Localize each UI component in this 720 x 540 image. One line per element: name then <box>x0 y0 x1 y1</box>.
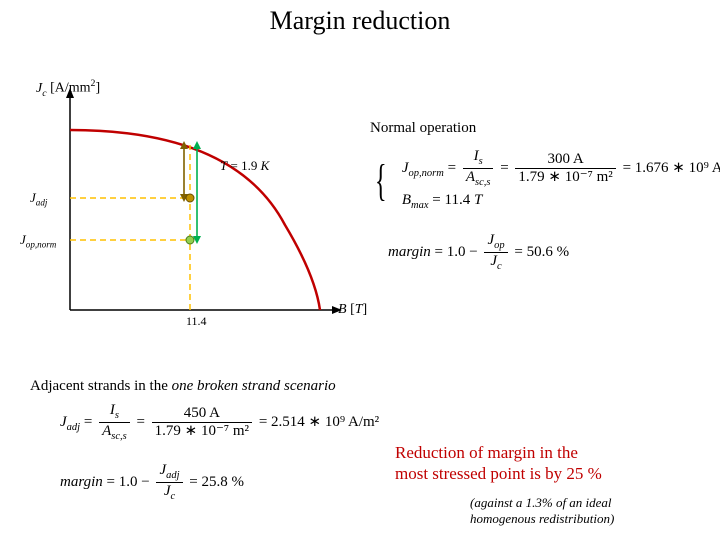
adjacent-strands-heading: Adjacent strands in the one broken stran… <box>30 378 336 395</box>
y-tick-jadj: Jadj <box>30 190 47 208</box>
jadj-numerator: 450 A <box>152 405 252 423</box>
eq-margin-adj: margin = 1.0 − Jadj Jc = 25.8 % <box>60 462 244 503</box>
marker-jop <box>186 236 194 244</box>
chart-svg <box>30 80 350 320</box>
temperature-label: T = 1.9 K <box>220 158 269 174</box>
margin-normal-result: = 50.6 % <box>514 244 569 260</box>
x-axis-label: B [T] <box>338 302 367 318</box>
note-line1: (against a 1.3% of an ideal <box>470 495 614 511</box>
x-tick-11-4: 11.4 <box>186 314 207 329</box>
adj-label-prefix: Adjacent strands in the <box>30 378 168 394</box>
y-axis-arrowhead <box>66 88 74 98</box>
slide-root: Margin reduction Jc [A/mm2] <box>0 0 720 540</box>
normal-operation-heading: Normal operation <box>370 120 476 137</box>
reduction-conclusion: Reduction of margin in the most stressed… <box>395 442 602 485</box>
eq-jop-bmax: { Jop,norm = IsAsc,s = 300 A1.79 ∗ 10⁻⁷ … <box>375 148 720 214</box>
eq-margin-normal: margin = 1.0 − Jop Jc = 50.6 % <box>388 232 569 273</box>
eq-jadj: Jadj = IsAsc,s = 450 A1.79 ∗ 10⁻⁷ m² = 2… <box>60 402 379 443</box>
adj-label-scenario: one broken strand scenario <box>172 378 336 394</box>
jc-curve <box>70 130 320 310</box>
jop-numerator: 300 A <box>515 151 615 169</box>
reduction-line2: most stressed point is by 25 % <box>395 463 602 484</box>
critical-current-chart <box>30 80 350 325</box>
reduction-line1: Reduction of margin in the <box>395 442 602 463</box>
y-tick-jop: Jop,norm <box>20 232 56 250</box>
marker-jadj <box>186 194 194 202</box>
jadj-result: = 2.514 ∗ 10⁹ A/m² <box>259 414 379 430</box>
jadj-denominator: 1.79 ∗ 10⁻⁷ m² <box>152 423 252 440</box>
note-line2: homogenous redistribution) <box>470 511 614 527</box>
page-title: Margin reduction <box>0 6 720 36</box>
jop-result: = 1.676 ∗ 10⁹ A/m² <box>623 160 720 176</box>
ideal-redistribution-note: (against a 1.3% of an ideal homogenous r… <box>470 495 614 526</box>
margin-adj-result: = 25.8 % <box>189 474 244 490</box>
jop-denominator: 1.79 ∗ 10⁻⁷ m² <box>515 169 615 186</box>
